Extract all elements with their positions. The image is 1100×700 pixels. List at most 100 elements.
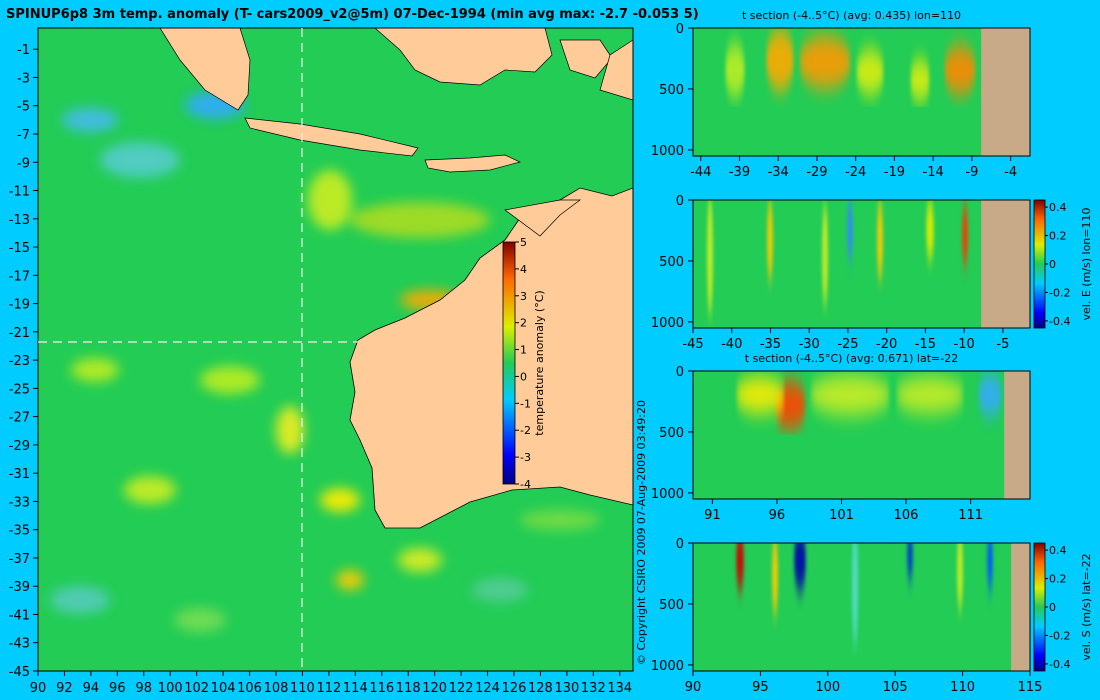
section-x-tick-label: -34 bbox=[768, 165, 789, 180]
section-title: t section (-4..5°C) (avg: 0.435) lon=110 bbox=[742, 9, 961, 22]
map-colorbar-ticks: 5 4 3 2 1 0 -1 -2 -3 -4 bbox=[515, 236, 531, 491]
section-y-tick-label: 500 bbox=[659, 83, 684, 98]
section-3: t section (-4..5°C) (avg: 0.671) lat=-22… bbox=[651, 352, 1031, 523]
section-field bbox=[693, 28, 1030, 156]
section-y-tick-label: 1000 bbox=[651, 144, 684, 159]
map-colorbar-tick-label: 2 bbox=[520, 317, 527, 330]
section-land bbox=[981, 200, 1030, 328]
section-x-tick-label: -35 bbox=[760, 337, 781, 352]
map-x-tick-label: 92 bbox=[56, 681, 73, 696]
map-y-tick-label: -5 bbox=[17, 100, 30, 115]
map-x-tick-label: 122 bbox=[449, 681, 474, 696]
section-x-tick-label: 115 bbox=[1018, 680, 1043, 695]
section-x-tick-label: -14 bbox=[923, 165, 944, 180]
map-y-tick-label: -25 bbox=[9, 382, 30, 397]
section-colorbar-tick-label: 0.4 bbox=[1049, 544, 1067, 557]
section-structure bbox=[736, 543, 993, 645]
new-guinea-land bbox=[599, 39, 633, 101]
section-4: 90 95 100 105 110 115 0 500 1000 0.4 0.2 0 -0.2 -0.4 v… bbox=[651, 537, 1093, 695]
section-x-tick-label: -5 bbox=[996, 337, 1009, 352]
section-colorbar-tick-label: -0.2 bbox=[1049, 286, 1070, 299]
section-colorbar-tick-label: -0.2 bbox=[1049, 629, 1070, 642]
section-colorbar-label: vel. S (m/s) lat=-22 bbox=[1080, 553, 1093, 660]
section-colorbar-label: vel. E (m/s) lon=110 bbox=[1080, 208, 1093, 321]
map-x-tick-label: 90 bbox=[30, 681, 47, 696]
section-x-tick-label: -24 bbox=[845, 165, 866, 180]
map-x-tick-label: 126 bbox=[502, 681, 527, 696]
map-x-tick-label: 110 bbox=[290, 681, 315, 696]
map-x-tick-label: 108 bbox=[264, 681, 289, 696]
map-y-tick-label: -41 bbox=[9, 608, 30, 623]
section-colorbar-tick-label: -0.4 bbox=[1049, 658, 1070, 671]
map-y-tick-label: -37 bbox=[9, 552, 30, 567]
section-frame bbox=[692, 27, 1031, 157]
map-y-tick-label: -1 bbox=[17, 43, 30, 58]
map-panel: 90 92 94 96 98 100 102 104 106 108 110 112 114 116 118… bbox=[9, 27, 634, 696]
australia-land bbox=[349, 187, 633, 529]
section-colorbar bbox=[1033, 199, 1046, 329]
section-colorbar-tick-label: 0.2 bbox=[1049, 573, 1067, 586]
section-x-tick-label: -19 bbox=[884, 165, 905, 180]
map-y-tick-label: -31 bbox=[9, 467, 30, 482]
map-y-tick-label: -7 bbox=[17, 128, 30, 143]
map-y-tick-label: -43 bbox=[9, 637, 30, 652]
section-x-tick-label: 110 bbox=[950, 680, 975, 695]
map-y-tick-label: -17 bbox=[9, 269, 30, 284]
section-x-tick-label: -9 bbox=[965, 165, 978, 180]
section-title: t section (-4..5°C) (avg: 0.671) lat=-22 bbox=[745, 352, 958, 365]
section-x-tick-label: 90 bbox=[685, 680, 702, 695]
map-x-tick-label: 124 bbox=[475, 681, 500, 696]
section-x-tick-label: -44 bbox=[690, 165, 711, 180]
section-x-tick-label: 95 bbox=[752, 680, 769, 695]
section-land bbox=[981, 28, 1030, 156]
map-x-tick-label: 134 bbox=[607, 681, 632, 696]
section-x-tick-label: -15 bbox=[915, 337, 936, 352]
section-structure bbox=[725, 30, 976, 100]
map-x-tick-label: 118 bbox=[396, 681, 421, 696]
section-structure bbox=[707, 200, 968, 315]
map-y-tick-label: -21 bbox=[9, 326, 30, 341]
section-x-tick-label: -40 bbox=[721, 337, 742, 352]
map-colorbar-tick-label: 0 bbox=[520, 370, 527, 383]
section-colorbar-tick-label: 0.2 bbox=[1049, 230, 1067, 243]
map-colorbar-tick-label: -2 bbox=[520, 424, 531, 437]
map-y-tick-label: -35 bbox=[9, 524, 30, 539]
sulawesi-land bbox=[559, 39, 613, 79]
map-y-tick-label: -15 bbox=[9, 241, 30, 256]
section-y-tick-label: 500 bbox=[659, 598, 684, 613]
map-y-tick-label: -33 bbox=[9, 495, 30, 510]
map-colorbar-tick-label: -4 bbox=[520, 478, 531, 491]
section-frame bbox=[692, 199, 1031, 329]
map-y-tick-label: -45 bbox=[9, 665, 30, 680]
sections-panel: t section (-4..5°C) (avg: 0.435) lon=110… bbox=[651, 9, 1093, 695]
section-y-tick-label: 0 bbox=[676, 194, 684, 209]
map-x-tick-label: 114 bbox=[343, 681, 368, 696]
kimberley-land bbox=[504, 199, 582, 237]
section-land bbox=[1011, 543, 1030, 671]
map-y-axis: -1 -3 -5 -7 -9 -11 -13 -15 -17 -19 -21 -23 -25 -27 -29… bbox=[9, 43, 38, 680]
map-x-tick-label: 98 bbox=[136, 681, 153, 696]
section-x-tick-label: -45 bbox=[682, 337, 703, 352]
map-x-tick-label: 96 bbox=[109, 681, 126, 696]
map-colorbar-tick-label: 4 bbox=[520, 263, 527, 276]
copyright-text: © Copyright CSIRO 2009 07-Aug-2009 03:49… bbox=[635, 400, 648, 665]
section-x-tick-label: -29 bbox=[806, 165, 827, 180]
map-y-tick-label: -3 bbox=[17, 71, 30, 86]
map-colorbar-tick-label: 5 bbox=[520, 236, 527, 249]
map-x-tick-label: 120 bbox=[422, 681, 447, 696]
map-colorbar-tick-label: 3 bbox=[520, 290, 527, 303]
section-y-tick-label: 0 bbox=[676, 537, 684, 552]
section-colorbar-tick-label: -0.4 bbox=[1049, 315, 1070, 328]
main-title: SPINUP6p8 3m temp. anomaly (T- cars2009_… bbox=[6, 7, 699, 22]
map-y-tick-label: -19 bbox=[9, 298, 30, 313]
map-colorbar bbox=[502, 241, 516, 485]
section-frame bbox=[692, 370, 1031, 500]
section-colorbar-tick-label: 0.4 bbox=[1049, 201, 1067, 214]
map-x-tick-label: 102 bbox=[184, 681, 209, 696]
map-x-tick-label: 128 bbox=[528, 681, 553, 696]
section-y-tick-label: 500 bbox=[659, 426, 684, 441]
map-x-tick-label: 132 bbox=[581, 681, 606, 696]
map-y-tick-label: -27 bbox=[9, 411, 30, 426]
section-y-tick-label: 0 bbox=[676, 365, 684, 380]
